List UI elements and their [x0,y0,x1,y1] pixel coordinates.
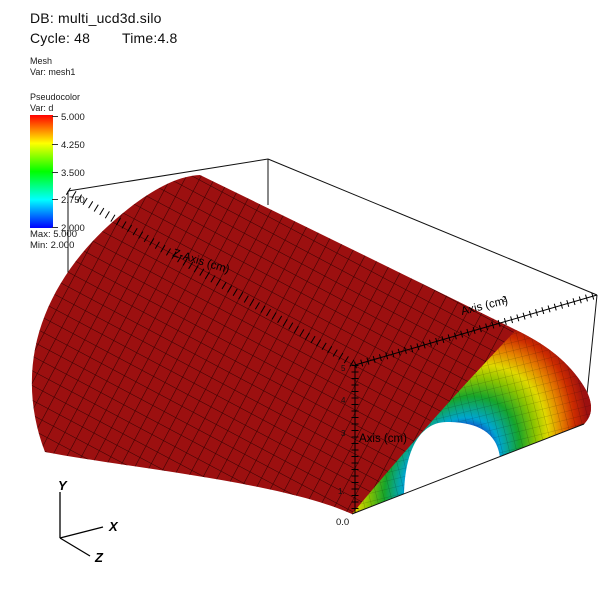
colorbar-tick-3500: 3.500 [52,168,125,179]
triad-y-label: Y [58,478,68,493]
colorbar-tick-2000: 2.000 [52,223,125,234]
origin-tick-label: 0.0 [336,517,349,528]
y-tick-3: 3 [341,429,346,438]
pseudocolor-end-cap [352,330,592,514]
database-title: DB: multi_ucd3d.silo [30,10,162,26]
end-cap-inner-hole [404,422,500,494]
colorbar-tick-5000: 5.000 [52,112,125,123]
x-tick-2: 2 [502,295,507,304]
y-tick-4: 4 [341,396,346,405]
time-label: Time:4.8 [122,30,178,46]
bounding-box-lines [67,158,598,425]
y-axis: Axis (cm) 5 4 3 1. 0.0 [336,364,407,528]
mesh-legend-title: Mesh [30,56,53,66]
pseudocolor-legend-var: Var: d [30,103,54,113]
box-bottom-edge [351,423,585,515]
triad-z-label: Z [94,550,104,565]
colorbar-max-label: Max: 5.000 [30,229,77,240]
mesh-legend: Mesh Var: mesh1 [30,56,75,78]
triad-x-label: X [108,519,119,534]
triad-labels: Y X Z [58,478,119,565]
colorbar-min-label: Min: 2.000 [30,240,75,251]
orientation-triad [59,492,104,557]
pseudocolor-legend: Pseudocolor Var: d [30,92,80,114]
y-tick-1: 1. [338,487,345,496]
colorbar [30,115,53,228]
pseudocolor-legend-title: Pseudocolor [30,92,81,102]
y-axis-label: Axis (cm) [359,433,407,445]
colorbar-tick-4250: 4.250 [52,140,125,151]
cycle-label: Cycle: 48 [30,30,91,46]
mesh-legend-var: Var: mesh1 [30,67,76,77]
y-tick-5: 5 [341,364,346,373]
colorbar-tick-2750: 2.750 [52,195,125,206]
database-header: DB: multi_ucd3d.silo Cycle: 48 Time:4.8 [30,8,178,48]
colorbar-range: Max: 5.000 Min: 2.000 [30,229,77,251]
